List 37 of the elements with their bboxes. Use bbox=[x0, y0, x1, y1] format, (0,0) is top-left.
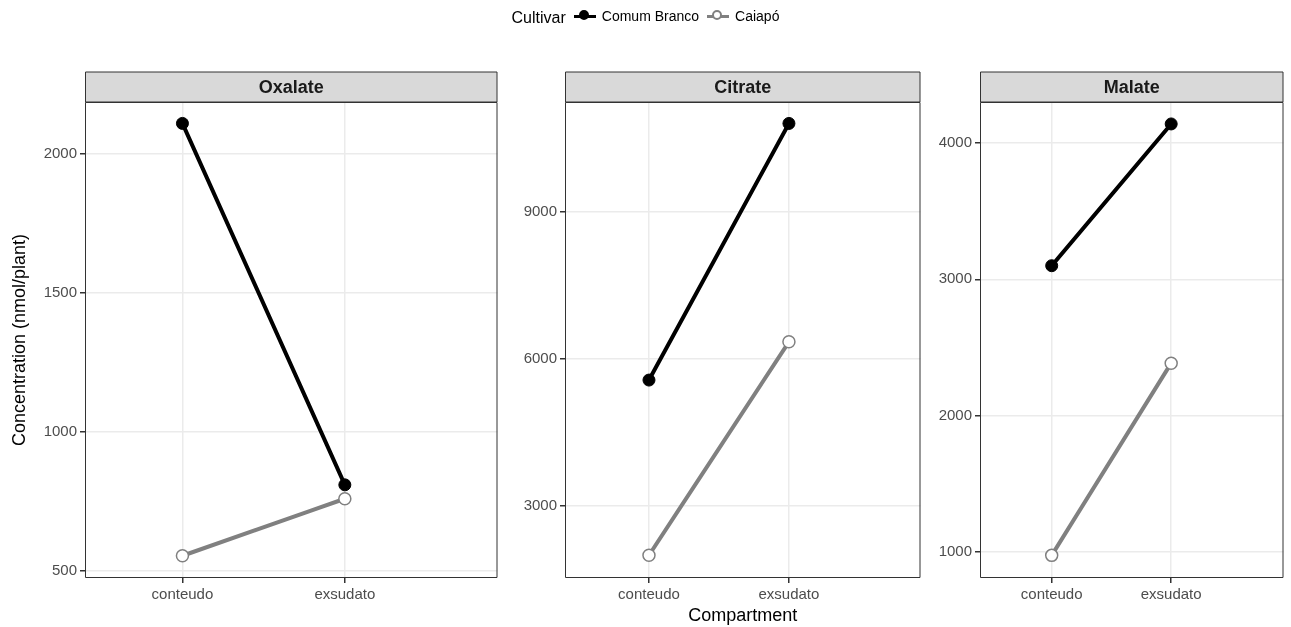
y-tick-label: 1000 bbox=[43, 422, 77, 440]
y-tick-label: 6000 bbox=[523, 349, 557, 367]
point bbox=[782, 116, 796, 130]
y-tick-label: 2000 bbox=[43, 144, 77, 162]
point bbox=[338, 492, 352, 506]
x-tick-label: exsudato bbox=[314, 585, 376, 603]
x-tick-label: conteudo bbox=[151, 585, 214, 603]
legend-label: Comum Branco bbox=[601, 8, 700, 24]
point bbox=[1164, 356, 1178, 370]
point bbox=[175, 549, 190, 563]
legend-label: Caiapó bbox=[735, 8, 780, 24]
y-tick-label: 9000 bbox=[523, 201, 557, 219]
y-axis-title: Concentration (nmol/plant) bbox=[8, 233, 29, 447]
point bbox=[642, 548, 656, 562]
point bbox=[782, 335, 796, 349]
y-tick-label: 2000 bbox=[938, 405, 972, 423]
point bbox=[1045, 259, 1059, 273]
x-tick-label: conteudo bbox=[618, 585, 680, 603]
chart-title: Citrate bbox=[714, 76, 772, 97]
chart-title: Malate bbox=[1103, 76, 1160, 97]
point bbox=[175, 116, 189, 130]
point bbox=[338, 478, 352, 492]
point bbox=[1164, 117, 1178, 131]
point bbox=[1044, 548, 1059, 563]
y-tick-label: 500 bbox=[51, 561, 77, 579]
chart-title: Oxalate bbox=[258, 76, 324, 97]
y-tick-label: 1500 bbox=[43, 283, 77, 301]
y-tick-label: 3000 bbox=[938, 269, 972, 287]
y-tick-label: 3000 bbox=[523, 496, 557, 514]
point bbox=[642, 373, 656, 387]
x-axis-title: Compartment bbox=[688, 604, 798, 625]
legend-title: Cultivar bbox=[511, 9, 566, 26]
x-tick-label: exsudato bbox=[758, 585, 820, 603]
y-tick-label: 1000 bbox=[938, 542, 972, 560]
x-tick-label: exsudato bbox=[1140, 585, 1202, 603]
x-tick-label: conteudo bbox=[1020, 585, 1083, 603]
y-tick-label: 4000 bbox=[938, 133, 972, 151]
